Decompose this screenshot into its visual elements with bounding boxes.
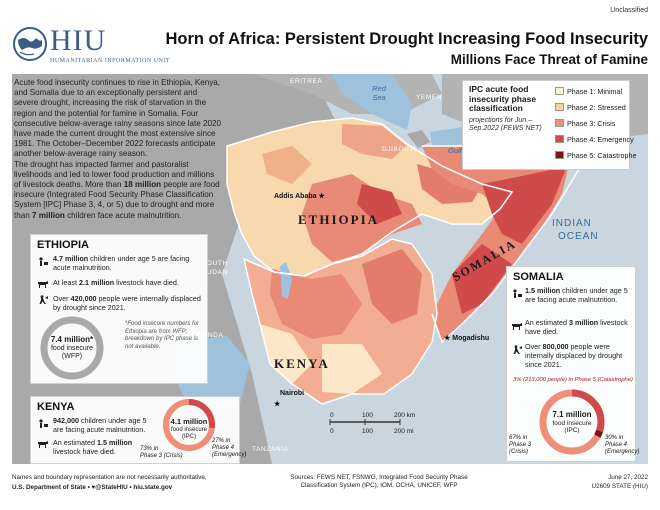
displaced-person-icon: [39, 295, 48, 304]
swatch: [555, 151, 564, 159]
footer-code: U2609 STATE (HIU): [591, 483, 648, 490]
somalia-donut: [539, 389, 605, 455]
scale-mi: 0 100 200 mi: [330, 428, 414, 435]
star-icon: ★: [444, 335, 451, 342]
ethiopia-stat-children: 4.7 million children under age 5 are fac…: [53, 254, 190, 272]
label-indian-ocean-1: INDIAN: [552, 218, 592, 229]
somalia-stat-displaced: Over 800,000 people were internally disp…: [525, 342, 623, 369]
child-icon: [39, 257, 48, 266]
somalia-phase4-label: 30% in Phase 4 (Emergency): [605, 435, 640, 455]
swatch: [555, 87, 564, 95]
page-title: Horn of Africa: Persistent Drought Incre…: [165, 30, 648, 48]
somalia-donut-label: 7.1 million food insecure (IPC): [552, 410, 592, 435]
footer-date: June 27, 2022: [608, 474, 648, 481]
somalia-phase5-note: 3% (213,000 people) in Phase 5 (Catastro…: [513, 377, 633, 383]
kenya-donut-label: 4.1 million food insecure (IPC): [170, 417, 208, 440]
org-name: HIU: [50, 24, 107, 57]
star-icon: ★: [318, 193, 325, 200]
label-kenya: KENYA: [274, 356, 330, 371]
kenya-stat-livestock: An estimated 1.5 million livestock have …: [53, 438, 133, 456]
ethiopia-stat-displaced: Over 420,000 people were internally disp…: [53, 294, 201, 312]
label-south-sudan-2: SUDAN: [202, 269, 228, 276]
somalia-panel: SOMALIA 1.5 million children under age 5…: [506, 266, 640, 462]
kenya-stat-children: 942,000 children under age 5 are facing …: [53, 416, 147, 434]
city-mogadishu-label: Mogadishu: [452, 335, 490, 342]
kenya-phase3-label: 73% in Phase 3 (Crisis): [140, 446, 183, 459]
city-addis-ababa-label: Addis Ababa: [274, 193, 317, 200]
footer: Names and boundary representation are no…: [12, 470, 648, 506]
footer-disclaimer: Names and boundary representation are no…: [12, 474, 207, 481]
label-indian-ocean-2: OCEAN: [558, 231, 599, 242]
city-addis-ababa: Addis Ababa ★: [274, 192, 325, 200]
ethiopia-stat-livestock: At least 2.1 million livestock have died…: [53, 278, 179, 287]
intro-paragraph-2: The drought has impacted farmer and past…: [14, 159, 220, 220]
label-red-sea: Red Sea: [372, 84, 386, 102]
city-nairobi-label: Nairobi: [280, 390, 305, 397]
footer-sources: Sources: FEWS NET, FSNWG, Integrated Foo…: [290, 474, 468, 489]
ethiopia-donut: [40, 316, 104, 380]
hiu-logo: HIU Humanitarian Information Unit: [12, 22, 170, 72]
classification: Unclassified: [610, 7, 648, 14]
ethiopia-panel: ETHIOPIA 4.7 million children under age …: [30, 234, 208, 384]
livestock-icon: [38, 441, 48, 448]
org-full-name: Humanitarian Information Unit: [50, 58, 171, 64]
livestock-icon: [38, 281, 48, 288]
nairobi-star-icon: ★: [274, 401, 281, 408]
child-icon: [513, 289, 522, 298]
scale-bar: [329, 419, 401, 425]
livestock-icon: [512, 323, 522, 330]
ethiopia-title: ETHIOPIA: [37, 239, 89, 251]
ethiopia-note: *Food insecure numbers for Ethiopia are …: [125, 321, 200, 350]
intro-text: Acute food insecurity continues to rise …: [14, 78, 222, 221]
label-tanzania: TANZANIA: [252, 446, 289, 453]
label-ethiopia: ETHIOPIA: [298, 212, 380, 227]
somalia-title: SOMALIA: [513, 271, 564, 283]
swatch: [555, 119, 564, 127]
somalia-stat-livestock: An estimated 3 million livestock have di…: [525, 318, 628, 336]
somalia-phase4-arc: [539, 389, 605, 455]
legend-phase-2: Phase 2: Stressed: [555, 103, 626, 114]
city-nairobi: Nairobi: [280, 390, 304, 397]
kenya-title: KENYA: [37, 401, 75, 413]
legend-phase-4: Phase 4: Emergency: [555, 135, 634, 146]
legend-phase-3: Phase 3: Crisis: [555, 119, 615, 130]
legend-title: IPC acute food insecurity phase classifi…: [469, 84, 537, 113]
scale-km: 0 100 200 km: [330, 412, 416, 419]
somalia-stat-children: 1.5 million children under age 5 are fac…: [525, 286, 628, 304]
swatch: [555, 103, 564, 111]
ipc-legend: IPC acute food insecurity phase classifi…: [462, 80, 637, 170]
label-eritrea: ERITREA: [290, 78, 323, 85]
kenya-phase4-label: 27% in Phase 4 (Emergency): [212, 438, 247, 458]
ethiopia-donut-label: 7.4 million* food insecure (WFP): [50, 335, 94, 361]
label-yemen: YEMEN: [416, 94, 443, 101]
displaced-person-icon: [513, 345, 522, 354]
somalia-phase3-label: 67% in Phase 3 (Crisis): [509, 435, 532, 455]
swatch: [555, 135, 564, 143]
intro-paragraph-1: Acute food insecurity continues to rise …: [14, 78, 221, 159]
footer-dept: U.S. Department of State • ♥@StateHIU • …: [12, 484, 173, 491]
legend-phase-5: Phase 5: Catastrophe: [555, 151, 637, 162]
kenya-donut: [163, 399, 215, 451]
label-djibouti: DJIBOUTI: [382, 146, 417, 153]
child-icon: [39, 419, 48, 428]
kenya-phase4-arc: [163, 399, 215, 451]
legend-phase-1: Phase 1: Minimal: [555, 87, 622, 98]
legend-subtitle: projections for Jun.–Sep.2022 (FEWS NET): [469, 117, 542, 133]
globe-icon: [13, 27, 47, 61]
page-subtitle: Millions Face Threat of Famine: [450, 52, 648, 67]
city-mogadishu: ★ Mogadishu: [444, 334, 489, 342]
label-south-sudan-1: SOUTH: [202, 260, 228, 267]
